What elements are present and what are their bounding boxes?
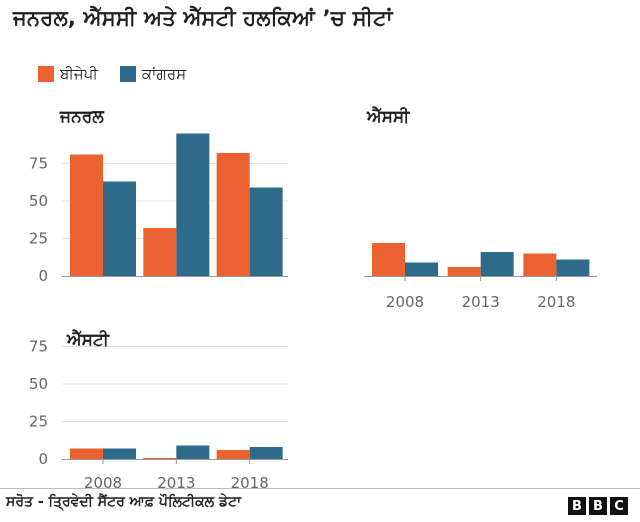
bar-congress-2008 bbox=[405, 262, 438, 276]
bar-bjp-2008 bbox=[70, 154, 103, 276]
bar-bjp-2008 bbox=[70, 448, 103, 459]
legend-swatch-congress bbox=[119, 66, 136, 82]
y-tick-label: 25 bbox=[29, 230, 48, 248]
bar-bjp-2018 bbox=[216, 450, 250, 459]
y-tick-label: 50 bbox=[29, 192, 48, 210]
y-tick-label: 0 bbox=[38, 267, 48, 285]
legend-item-congress: ਕਾਂਗਰਸ bbox=[119, 65, 187, 83]
y-tick-label: 50 bbox=[29, 375, 48, 393]
panel-title: ਐੱਸਸੀ bbox=[366, 106, 410, 127]
legend-swatch-bjp bbox=[38, 66, 54, 82]
panel-title: ਜਨਰਲ bbox=[59, 107, 105, 127]
chart-title: ਜਨਰਲ, ਐੱਸਸੀ ਅਤੇ ਐੱਸਟੀ ਹਲਕਿਆਂ ’ਚ ਸੀਟਾਂ bbox=[13, 6, 393, 30]
x-tick-label: 2013 bbox=[462, 293, 500, 311]
bar-bjp-2008 bbox=[372, 243, 405, 276]
legend-label-congress: ਕਾਂਗਰਸ bbox=[141, 65, 187, 83]
panel-title: ਐੱਸਟੀ bbox=[66, 329, 110, 350]
x-tick-label: 2008 bbox=[386, 293, 424, 311]
bar-congress-2008 bbox=[103, 448, 136, 459]
legend-item-bjp: ਬੀਜੇਪੀ bbox=[38, 65, 98, 83]
x-tick-label: 2008 bbox=[84, 474, 122, 492]
bbc-logo: B B C bbox=[565, 497, 628, 515]
x-tick-label: 2018 bbox=[537, 293, 575, 311]
y-tick-label: 0 bbox=[38, 450, 48, 468]
source-note: ਸਰੋਤ - ਤ੍ਰਿਵੇਦੀ ਸੈਂਟਰ ਆਫ਼ ਪੌਲਿਟੀਕਲ ਡੇਟਾ bbox=[6, 494, 242, 510]
y-tick-label: 25 bbox=[29, 413, 48, 431]
bar-bjp-2013 bbox=[143, 458, 177, 459]
bar-congress-2013 bbox=[176, 133, 210, 276]
footer-divider bbox=[0, 488, 640, 489]
bbc-logo-letter: B bbox=[568, 497, 586, 515]
bar-congress-2018 bbox=[249, 187, 283, 276]
bbc-logo-letter: C bbox=[610, 497, 628, 515]
bar-bjp-2018 bbox=[216, 153, 250, 276]
bar-congress-2013 bbox=[176, 445, 210, 459]
bbc-logo-letter: B bbox=[589, 497, 607, 515]
y-tick-label: 75 bbox=[29, 155, 48, 173]
bar-congress-2018 bbox=[556, 259, 590, 276]
bar-bjp-2018 bbox=[523, 253, 557, 276]
legend-label-bjp: ਬੀਜੇਪੀ bbox=[60, 65, 98, 83]
y-tick-label: 75 bbox=[29, 338, 48, 356]
x-tick-label: 2018 bbox=[231, 474, 269, 492]
bar-congress-2008 bbox=[103, 181, 136, 276]
bar-bjp-2013 bbox=[143, 228, 177, 276]
legend: ਬੀਜੇਪੀ ਕਾਂਗਰਸ bbox=[38, 65, 208, 83]
bar-congress-2013 bbox=[480, 252, 514, 276]
bar-congress-2018 bbox=[249, 447, 283, 459]
bar-bjp-2013 bbox=[447, 267, 481, 276]
x-tick-label: 2013 bbox=[157, 474, 195, 492]
